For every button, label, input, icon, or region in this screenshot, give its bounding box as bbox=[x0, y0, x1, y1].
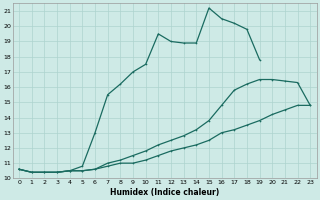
X-axis label: Humidex (Indice chaleur): Humidex (Indice chaleur) bbox=[110, 188, 219, 197]
